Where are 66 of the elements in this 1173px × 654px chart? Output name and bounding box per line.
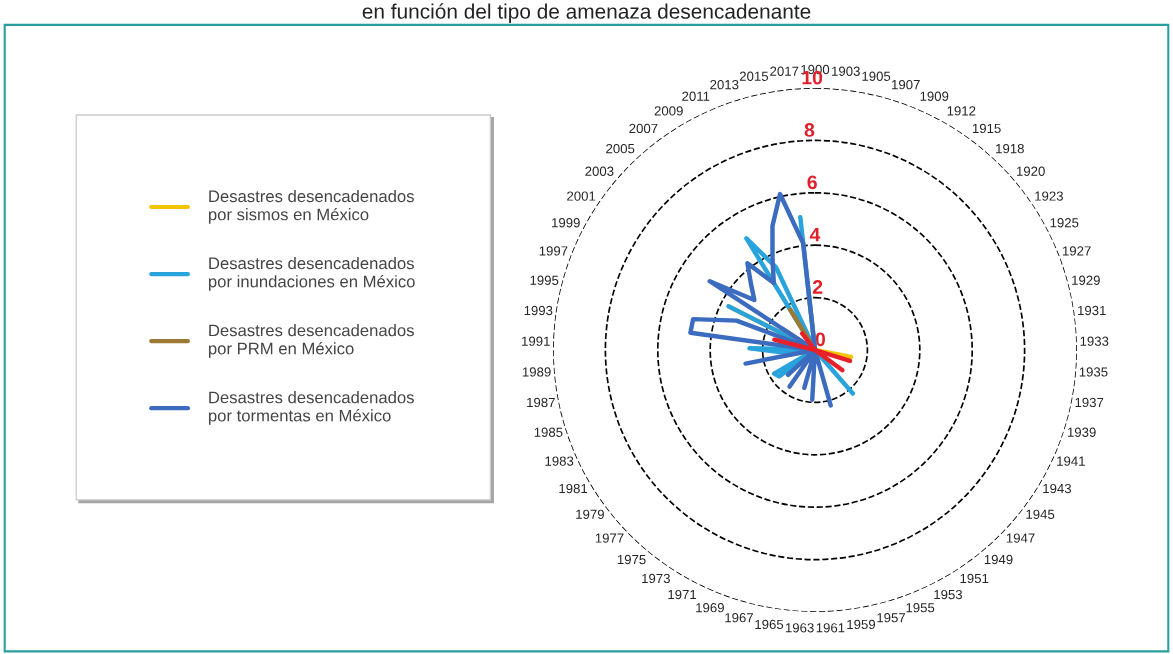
legend-label: Desastres desencadenados por tormentas en México [208, 391, 414, 425]
spoke-label: 1965 [755, 619, 784, 630]
spoke-label: 1975 [617, 554, 646, 565]
spoke-label: 1935 [1079, 367, 1108, 377]
spoke-label: 1991 [522, 336, 550, 346]
spoke-label: 1969 [696, 603, 724, 613]
spoke-label: 1959 [847, 619, 876, 630]
spoke-label: 1943 [1043, 483, 1072, 494]
spoke-label: 1912 [947, 106, 976, 116]
spoke-label: 1945 [1026, 509, 1055, 519]
y-tick-label: 6 [807, 175, 817, 190]
spoke-label: 1983 [545, 456, 574, 466]
spoke-label: 2015 [739, 71, 769, 81]
spoke-label: 1929 [1072, 275, 1100, 285]
spoke-label: 1971 [668, 589, 697, 600]
spoke-label: 1977 [595, 533, 624, 543]
spoke-label: 1985 [534, 427, 563, 437]
spoke-label: 1955 [906, 603, 935, 613]
spoke-label: 1933 [1080, 336, 1109, 346]
spoke-label: 2009 [654, 106, 683, 116]
spoke-label: 1923 [1035, 191, 1063, 201]
spoke-label: 2017 [770, 66, 799, 76]
spoke-label: 1931 [1078, 305, 1106, 316]
spoke-label: 1967 [725, 613, 753, 623]
spoke-label: 1961 [816, 623, 845, 633]
spoke-label: 1963 [785, 623, 814, 633]
spoke-label: 1927 [1062, 246, 1091, 256]
spoke-label: 1937 [1075, 397, 1104, 408]
spoke-label: 1905 [862, 71, 891, 81]
y-tick-label: 8 [804, 123, 815, 137]
spoke-label: 1915 [972, 123, 1001, 134]
spoke-label: 1997 [539, 246, 568, 256]
spoke-label: 1957 [877, 613, 906, 623]
spoke-label: 1995 [530, 275, 559, 285]
legend-label: Desastres desencadenados por PRM en México [208, 324, 414, 358]
spoke-label: 1909 [920, 91, 949, 101]
spoke-label: 2011 [682, 91, 710, 101]
spoke-label: 2005 [606, 143, 635, 154]
spoke-label: 1920 [1016, 166, 1045, 176]
spoke-label: 1981 [559, 483, 588, 494]
spoke-label: 1941 [1057, 456, 1085, 466]
spoke-label: 1951 [960, 573, 989, 584]
spoke-label: 1973 [642, 573, 670, 584]
spoke-label: 2001 [567, 191, 596, 201]
y-tick-label: 4 [809, 227, 821, 242]
spoke-label: 1979 [576, 509, 604, 519]
spoke-label: 1903 [832, 66, 860, 76]
y-tick-label: 2 [812, 280, 823, 294]
spoke-label: 1993 [524, 305, 553, 316]
spoke-label: 1918 [996, 143, 1024, 154]
legend-label: Desastres desencadenados por inundaciones en México [208, 256, 415, 291]
spoke-label: 1953 [934, 589, 963, 600]
spoke-label: 1947 [1006, 533, 1035, 543]
legend-label: Desastres desencadenados por sismos en México [208, 189, 414, 224]
spoke-label: 2003 [585, 166, 614, 176]
spoke-label: 2013 [710, 79, 739, 90]
spoke-label: 1907 [892, 79, 920, 90]
spoke-label: 1999 [552, 218, 580, 228]
chart-title: en función del tipo de amenaza desencadenante [362, 3, 811, 23]
spoke-label: 1949 [984, 554, 1013, 565]
spoke-label: 1925 [1050, 218, 1079, 228]
y-tick-label: 0 [815, 332, 826, 347]
spoke-label: 1987 [527, 397, 555, 408]
spoke-label: 2007 [629, 123, 658, 134]
spoke-label: 1989 [522, 367, 551, 377]
spoke-label: 1939 [1067, 427, 1096, 437]
